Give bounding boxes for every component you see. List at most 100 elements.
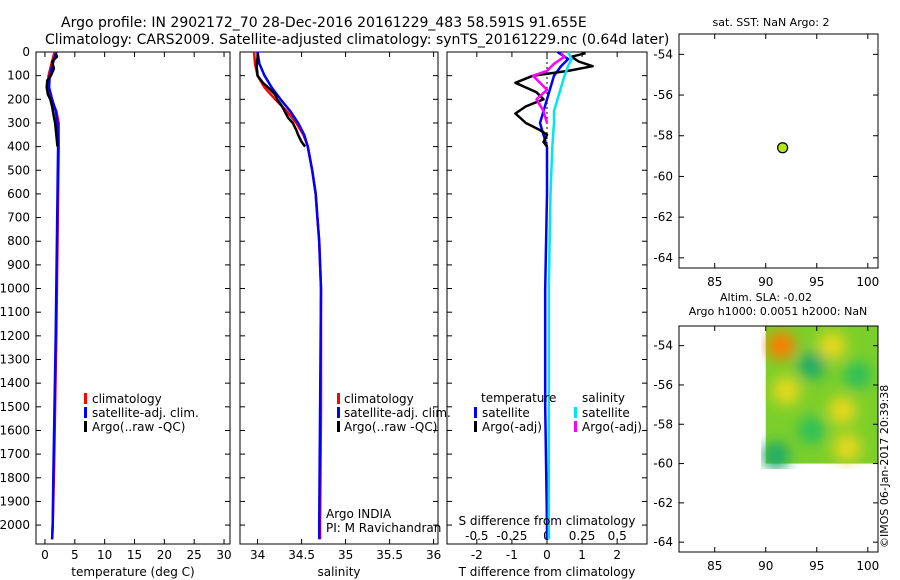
temperature-x-tick-label: 15 <box>127 548 142 562</box>
sla-map-lon-tick-label: 100 <box>856 559 879 573</box>
legend-label-sal-satellite: satellite <box>582 406 630 420</box>
legend-label-climatology: climatology <box>92 392 162 406</box>
sla-anomaly-blob <box>797 416 826 445</box>
depth-tick-label: 1500 <box>0 400 30 414</box>
t-difference-x-tick-label: -2 <box>471 548 483 562</box>
legend-label-argo: Argo(..raw -QC) <box>92 420 185 434</box>
float-program-label: Argo INDIA <box>326 507 392 521</box>
s-difference-tick-label: -0.25 <box>496 529 527 543</box>
depth-tick-label: 1400 <box>0 376 30 390</box>
t-difference-x-tick-label: 1 <box>578 548 586 562</box>
sla-anomaly-blob <box>828 396 857 425</box>
salinity-x-tick-label: 34.5 <box>288 548 315 562</box>
salinity-x-tick-label: 35.5 <box>376 548 403 562</box>
sst-map-lon-tick-label: 85 <box>707 275 722 289</box>
legend-swatch-satellite <box>337 407 340 418</box>
legend-label-satellite: satellite-adj. clim. <box>344 406 451 420</box>
sla-anomaly-blob <box>833 433 862 462</box>
series-line-2 <box>45 52 59 147</box>
sst-map-title: sat. SST: NaN Argo: 2 <box>713 16 830 29</box>
salinity-x-label: salinity <box>317 565 360 579</box>
sla-heatmap-field <box>761 326 878 469</box>
float-pi-label: PI: M Ravichandran <box>326 521 441 535</box>
depth-tick-label: 400 <box>7 140 30 154</box>
sst-map-panel: sat. SST: NaN Argo: 2 85 90 95 100 -54 -56 -58… <box>653 16 879 289</box>
legend-swatch-climatology <box>337 393 340 404</box>
sst-map-lat-tick-label: -56 <box>653 88 673 102</box>
series-line-1 <box>47 51 60 540</box>
figure-title-line2: Climatology: CARS2009. Satellite-adjuste… <box>45 32 669 48</box>
temperature-series <box>45 51 60 540</box>
sla-map-lat-tick-label: -56 <box>653 378 673 392</box>
series-line-0 <box>252 51 323 540</box>
depth-tick-label: 700 <box>7 211 30 225</box>
depth-tick-label: 0 <box>22 45 30 59</box>
depth-tick-label: 1000 <box>0 282 30 296</box>
depth-tick-label: 200 <box>7 92 30 106</box>
legend-label-argo: Argo(..raw -QC) <box>344 420 437 434</box>
sla-map-lat-tick-label: -64 <box>653 535 673 549</box>
t-difference-x-label: T difference from climatology <box>458 565 636 579</box>
argo-float-marker <box>777 142 789 154</box>
sla-map-lon-tick-label: 95 <box>809 559 824 573</box>
s-difference-tick-label: -0.5 <box>465 529 488 543</box>
s-difference-tick-label: 0.5 <box>608 529 627 543</box>
sla-map-lat-tick-label: -62 <box>653 496 673 510</box>
depth-tick-label: 900 <box>7 258 30 272</box>
t-difference-x-tick-label: 2 <box>613 548 621 562</box>
series-line-2 <box>255 53 307 148</box>
sst-map-axes: 85 90 95 100 -54 -56 -58 -60 -62 -64 <box>653 34 879 289</box>
depth-tick-label: 600 <box>7 187 30 201</box>
legend-title-temperature: temperature <box>481 391 556 405</box>
legend-swatch-sal-argo <box>574 421 577 432</box>
sst-map-lat-tick-label: -54 <box>653 47 673 61</box>
series-line-2 <box>547 51 573 540</box>
temperature-plot-frame <box>35 51 231 545</box>
depth-tick-label: 1900 <box>0 494 30 508</box>
temperature-x-label: temperature (deg C) <box>71 565 194 579</box>
sst-map-lat-tick-label: -60 <box>653 169 673 183</box>
sst-map-lon-tick-label: 100 <box>856 275 879 289</box>
series-line-0 <box>538 50 570 540</box>
sla-anomaly-blob <box>797 351 826 380</box>
salinity-series <box>252 51 323 540</box>
difference-series <box>514 50 594 540</box>
depth-tick-label: 100 <box>7 69 30 83</box>
temperature-x-tick-label: 10 <box>97 548 112 562</box>
legend-swatch-temp-argo <box>474 421 477 432</box>
depth-tick-label: 1700 <box>0 447 30 461</box>
temperature-legend: climatology satellite-adj. clim. Argo(..… <box>84 392 199 434</box>
salinity-x-axis: 34 34.5 35 35.5 36 <box>240 51 441 562</box>
legend-swatch-climatology <box>84 393 87 404</box>
depth-tick-label: 1800 <box>0 471 30 485</box>
imos-credit: ©IMOS 06-Jan-2017 20:39:38 <box>878 385 891 548</box>
legend-label-sal-argo: Argo(-adj) <box>582 420 642 434</box>
sla-map-panel: Altim. SLA: -0.02 Argo h1000: 0.0051 h20… <box>653 291 891 573</box>
depth-tick-label: 300 <box>7 116 30 130</box>
salinity-legend: climatology satellite-adj. clim. Argo(..… <box>337 392 451 434</box>
depth-axis: 0 100 200 300 400 500 600 700 800 900 1000 1100 1200… <box>0 45 230 532</box>
legend-swatch-satellite <box>84 407 87 418</box>
salinity-panel: 34 34.5 35 35.5 36 salinity climatology sate… <box>239 51 451 579</box>
temperature-x-tick-label: 20 <box>157 548 172 562</box>
legend-swatch-argo <box>337 421 340 432</box>
sla-map-lon-tick-label: 90 <box>758 559 773 573</box>
legend-label-climatology: climatology <box>344 392 414 406</box>
sla-anomaly-blob <box>843 361 872 390</box>
temperature-x-tick-label: 25 <box>187 548 202 562</box>
sla-map-axes: 85 90 95 100 -54 -56 -58 -60 -62 -64 <box>653 326 879 573</box>
salinity-plot-frame <box>239 51 439 545</box>
sla-anomaly-blob <box>767 331 796 360</box>
legend-label-temp-argo: Argo(-adj) <box>482 420 542 434</box>
sla-map-lon-tick-label: 85 <box>707 559 722 573</box>
sla-anomaly-blob <box>818 331 847 360</box>
depth-tick-label: 1600 <box>0 423 30 437</box>
sst-map-lat-tick-label: -58 <box>653 129 673 143</box>
salinity-x-tick-label: 34 <box>250 548 265 562</box>
legend-swatch-temp-satellite <box>474 407 477 418</box>
sst-map-points <box>777 142 789 154</box>
legend-label-satellite: satellite-adj. clim. <box>92 406 199 420</box>
depth-tick-label: 1200 <box>0 329 30 343</box>
depth-tick-label: 1100 <box>0 305 30 319</box>
sst-map-lon-tick-label: 95 <box>809 275 824 289</box>
